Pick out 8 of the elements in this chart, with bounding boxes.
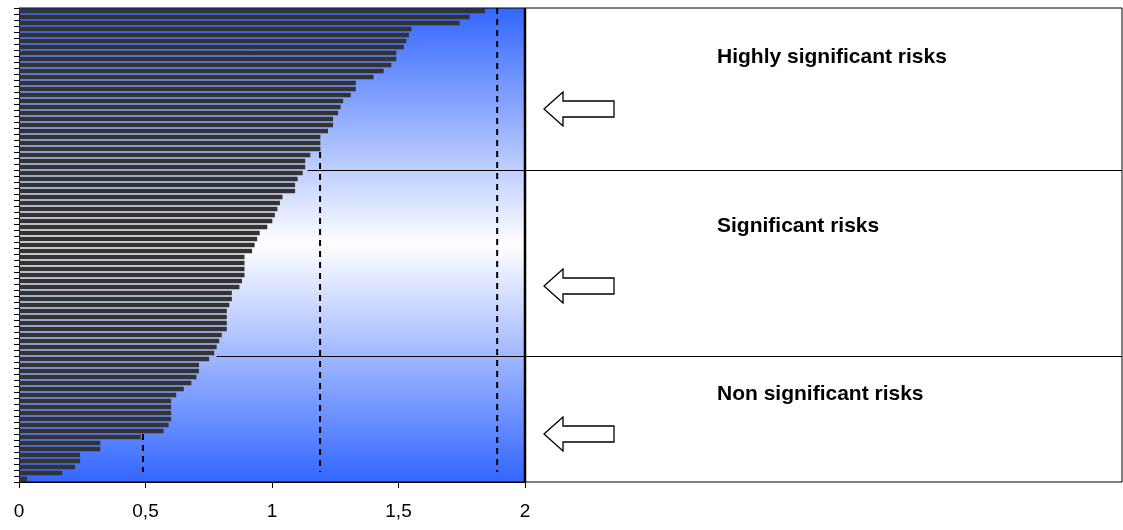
text: Non significant risks bbox=[717, 380, 924, 404]
text: Highly significant risks bbox=[717, 43, 947, 67]
x-tick-label: 2 bbox=[519, 499, 531, 521]
x-tick-label: 1,5 bbox=[385, 499, 412, 521]
x-tick-label: 1 bbox=[266, 499, 278, 521]
text: Significant risks bbox=[717, 213, 880, 237]
x-tick-label: 0 bbox=[13, 499, 25, 521]
x-tick-label: 0,5 bbox=[132, 499, 159, 521]
